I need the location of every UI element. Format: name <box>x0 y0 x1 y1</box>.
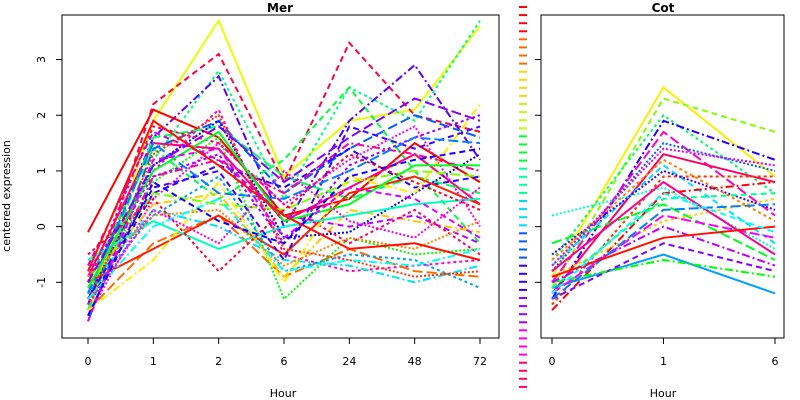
mer-x-axis: 0 1 2 6 24 48 72 <box>85 338 487 368</box>
cot-series-line-19 <box>551 192 776 289</box>
cot-series-line-3 <box>551 119 776 300</box>
mer-series-line-25 <box>87 125 481 300</box>
mer-series-line-36 <box>87 119 481 272</box>
mer-y-tick-label: 2 <box>35 112 48 119</box>
cot-series-line-24 <box>551 225 776 278</box>
cot-x-axis-label: Hour <box>650 387 677 400</box>
cot-panel: Cot 0 1 6 Hour <box>535 1 785 400</box>
mer-series-line-35 <box>87 169 481 306</box>
mer-plot-frame <box>61 14 500 339</box>
cot-series-line-17 <box>551 169 776 256</box>
color-key-strip <box>519 6 527 388</box>
mer-y-tick-label: -1 <box>35 277 48 288</box>
cot-plot-frame <box>540 14 785 339</box>
cot-series-line-9 <box>551 181 776 311</box>
mer-series-line-34 <box>87 97 481 283</box>
mer-series-line-13 <box>87 147 481 306</box>
mer-title: Mer <box>267 1 293 15</box>
mer-y-tick-label: 1 <box>35 167 48 174</box>
mer-x-tick-label: 24 <box>342 355 356 368</box>
cot-series-line-5 <box>551 141 776 272</box>
cot-series-line-13 <box>551 242 776 300</box>
mer-x-tick-label: 0 <box>85 355 92 368</box>
cot-series-line-12 <box>551 253 776 295</box>
mer-series-line-32 <box>87 153 481 273</box>
mer-x-tick-label: 72 <box>473 355 487 368</box>
mer-series-line-9 <box>87 208 481 289</box>
cot-series-line-1 <box>551 97 776 289</box>
cot-series-line-23 <box>551 147 776 267</box>
mer-series-line-23 <box>87 113 481 305</box>
cot-series-line-2 <box>551 113 776 261</box>
cot-x-tick-label: 1 <box>660 355 667 368</box>
cot-series-line-21 <box>551 225 776 284</box>
mer-series-line-29 <box>87 208 481 278</box>
mer-series-line-37 <box>87 147 481 317</box>
cot-series-line-15 <box>551 258 776 284</box>
mer-y-tick-label: 3 <box>35 56 48 63</box>
mer-x-tick-label: 48 <box>408 355 422 368</box>
mer-series-line-26 <box>87 125 481 283</box>
mer-series-line-30 <box>87 130 480 289</box>
cot-x-tick-label: 0 <box>549 355 556 368</box>
cot-series-line-7 <box>551 164 776 267</box>
cot-series-line-10 <box>551 203 776 261</box>
cot-x-axis: 0 1 6 <box>549 338 779 368</box>
mer-series-line-15 <box>87 192 481 283</box>
mer-x-tick-label: 1 <box>150 355 157 368</box>
mer-y-tick-label: 0 <box>35 223 48 230</box>
mer-x-axis-label: Hour <box>270 387 297 400</box>
mer-series-line-33 <box>87 197 481 300</box>
cot-series-line-4 <box>551 130 776 283</box>
cot-title: Cot <box>652 1 675 15</box>
y-axis-label: centered expression <box>0 140 13 252</box>
mer-x-tick-label: 6 <box>281 355 288 368</box>
mer-series-line-11 <box>87 135 481 301</box>
cot-series-line-22 <box>551 203 776 300</box>
mer-series-line-18 <box>87 175 481 284</box>
mer-y-axis: -1 0 1 2 3 <box>35 56 62 288</box>
mer-series-line-31 <box>87 147 481 322</box>
mer-series-line-1 <box>87 41 481 305</box>
cot-y-axis <box>535 59 541 283</box>
cot-x-tick-label: 6 <box>772 355 779 368</box>
cot-series-line-8 <box>551 175 775 306</box>
mer-panel: Mer 0 1 2 6 24 48 72 -1 0 1 2 3 Hour centered expr… <box>0 1 500 400</box>
mer-series-line-28 <box>87 136 481 294</box>
mer-series-line-24 <box>87 197 481 261</box>
cot-series-line-6 <box>551 153 776 295</box>
mer-series-line-27 <box>87 103 481 311</box>
mer-series-group <box>87 18 481 322</box>
mer-x-tick-label: 2 <box>215 355 222 368</box>
cot-series-group <box>551 85 776 311</box>
mer-series-line-21 <box>87 142 481 317</box>
